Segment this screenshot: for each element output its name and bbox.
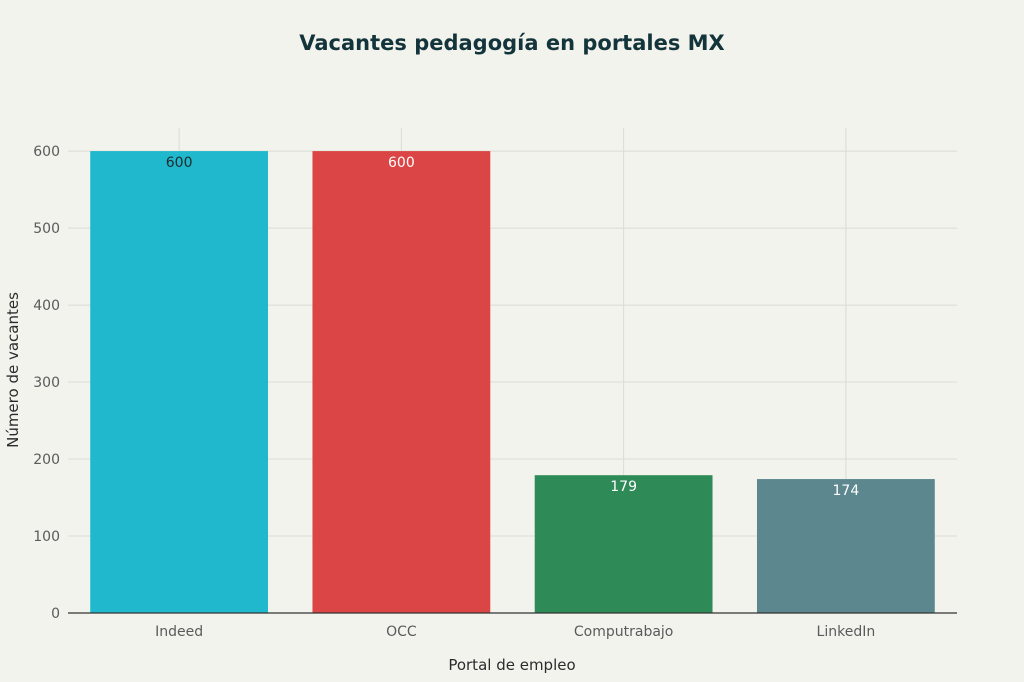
bar-linkedin xyxy=(756,479,935,613)
y-tick-label: 0 xyxy=(51,606,60,622)
x-tick-label: OCC xyxy=(386,624,417,640)
y-tick-label: 400 xyxy=(33,298,60,314)
data-label: 174 xyxy=(833,483,860,499)
x-axis-title: Portal de empleo xyxy=(448,656,575,674)
y-tick-label: 500 xyxy=(33,221,60,237)
chart-title: Vacantes pedagogía en portales MX xyxy=(299,31,724,55)
data-label: 600 xyxy=(166,155,193,171)
y-axis: 0 100 200 300 400 500 600 xyxy=(33,144,60,622)
y-tick-label: 300 xyxy=(33,375,60,391)
bar-occ xyxy=(312,151,491,613)
x-tick-label: Computrabajo xyxy=(574,624,673,640)
data-labels: 600 600 179 174 xyxy=(166,155,860,499)
bar-indeed xyxy=(90,151,269,613)
data-label: 600 xyxy=(388,155,415,171)
data-label: 179 xyxy=(610,479,637,495)
x-axis: Indeed OCC Computrabajo LinkedIn xyxy=(68,612,957,640)
y-tick-label: 100 xyxy=(33,529,60,545)
y-tick-label: 600 xyxy=(33,144,60,160)
x-tick-label: LinkedIn xyxy=(817,624,876,640)
y-tick-label: 200 xyxy=(33,452,60,468)
bar-computrabajo xyxy=(534,475,713,613)
y-axis-title: Número de vacantes xyxy=(4,292,22,448)
bars xyxy=(90,151,935,613)
x-tick-label: Indeed xyxy=(155,624,203,640)
